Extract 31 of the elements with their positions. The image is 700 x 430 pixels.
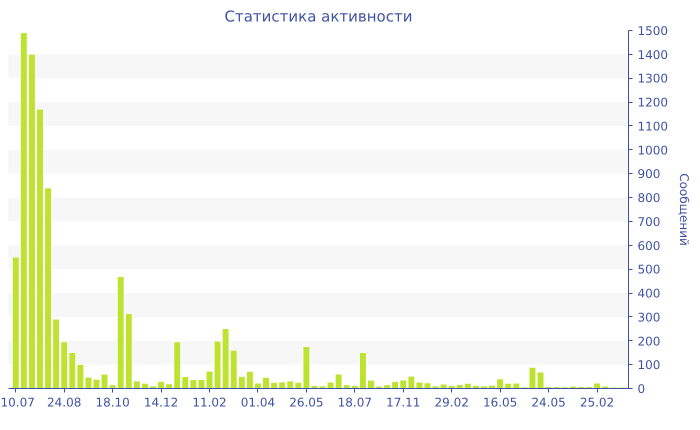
y-tick-label: 700 — [638, 214, 660, 229]
x-tick-label: 29.02 — [434, 396, 469, 410]
x-tick-label: 18.10 — [95, 396, 130, 410]
y-tick-label: 1400 — [638, 48, 668, 62]
x-tick-label: 24.08 — [47, 396, 82, 410]
x-tick-label: 17.11 — [386, 396, 420, 410]
y-tick-label: 1300 — [638, 72, 668, 86]
y-tick-label: 1500 — [638, 24, 668, 38]
x-tick-label: 11.02 — [192, 396, 227, 410]
y-tick-label: 1100 — [638, 119, 668, 134]
y-tick-label: 500 — [638, 262, 660, 277]
x-tick-label: 10.07 — [0, 396, 35, 410]
x-tick-label: 26.05 — [289, 396, 324, 410]
x-tick-label: 18.07 — [338, 396, 372, 410]
y-tick-label: 300 — [638, 310, 660, 324]
x-tick-label: 16.05 — [482, 396, 518, 410]
y-tick-label: 400 — [638, 286, 660, 301]
y-axis-title: Сообщений — [677, 173, 692, 246]
x-tick-label: 01.04 — [240, 396, 276, 410]
x-tick-label: 14.12 — [144, 396, 178, 410]
x-tick-label: 25.02 — [580, 396, 614, 410]
y-tick-label: 100 — [638, 358, 660, 372]
x-tick-label: 24.05 — [531, 396, 566, 410]
y-tick-label: 1000 — [638, 143, 668, 158]
y-tick-label: 0 — [638, 382, 646, 396]
chart-title: Статистика активности — [224, 8, 412, 26]
y-tick-label: 800 — [638, 191, 660, 206]
y-tick-label: 200 — [638, 334, 660, 348]
y-tick-label: 1200 — [638, 96, 668, 110]
y-tick-label: 900 — [638, 167, 660, 182]
y-tick-label: 600 — [638, 238, 660, 253]
